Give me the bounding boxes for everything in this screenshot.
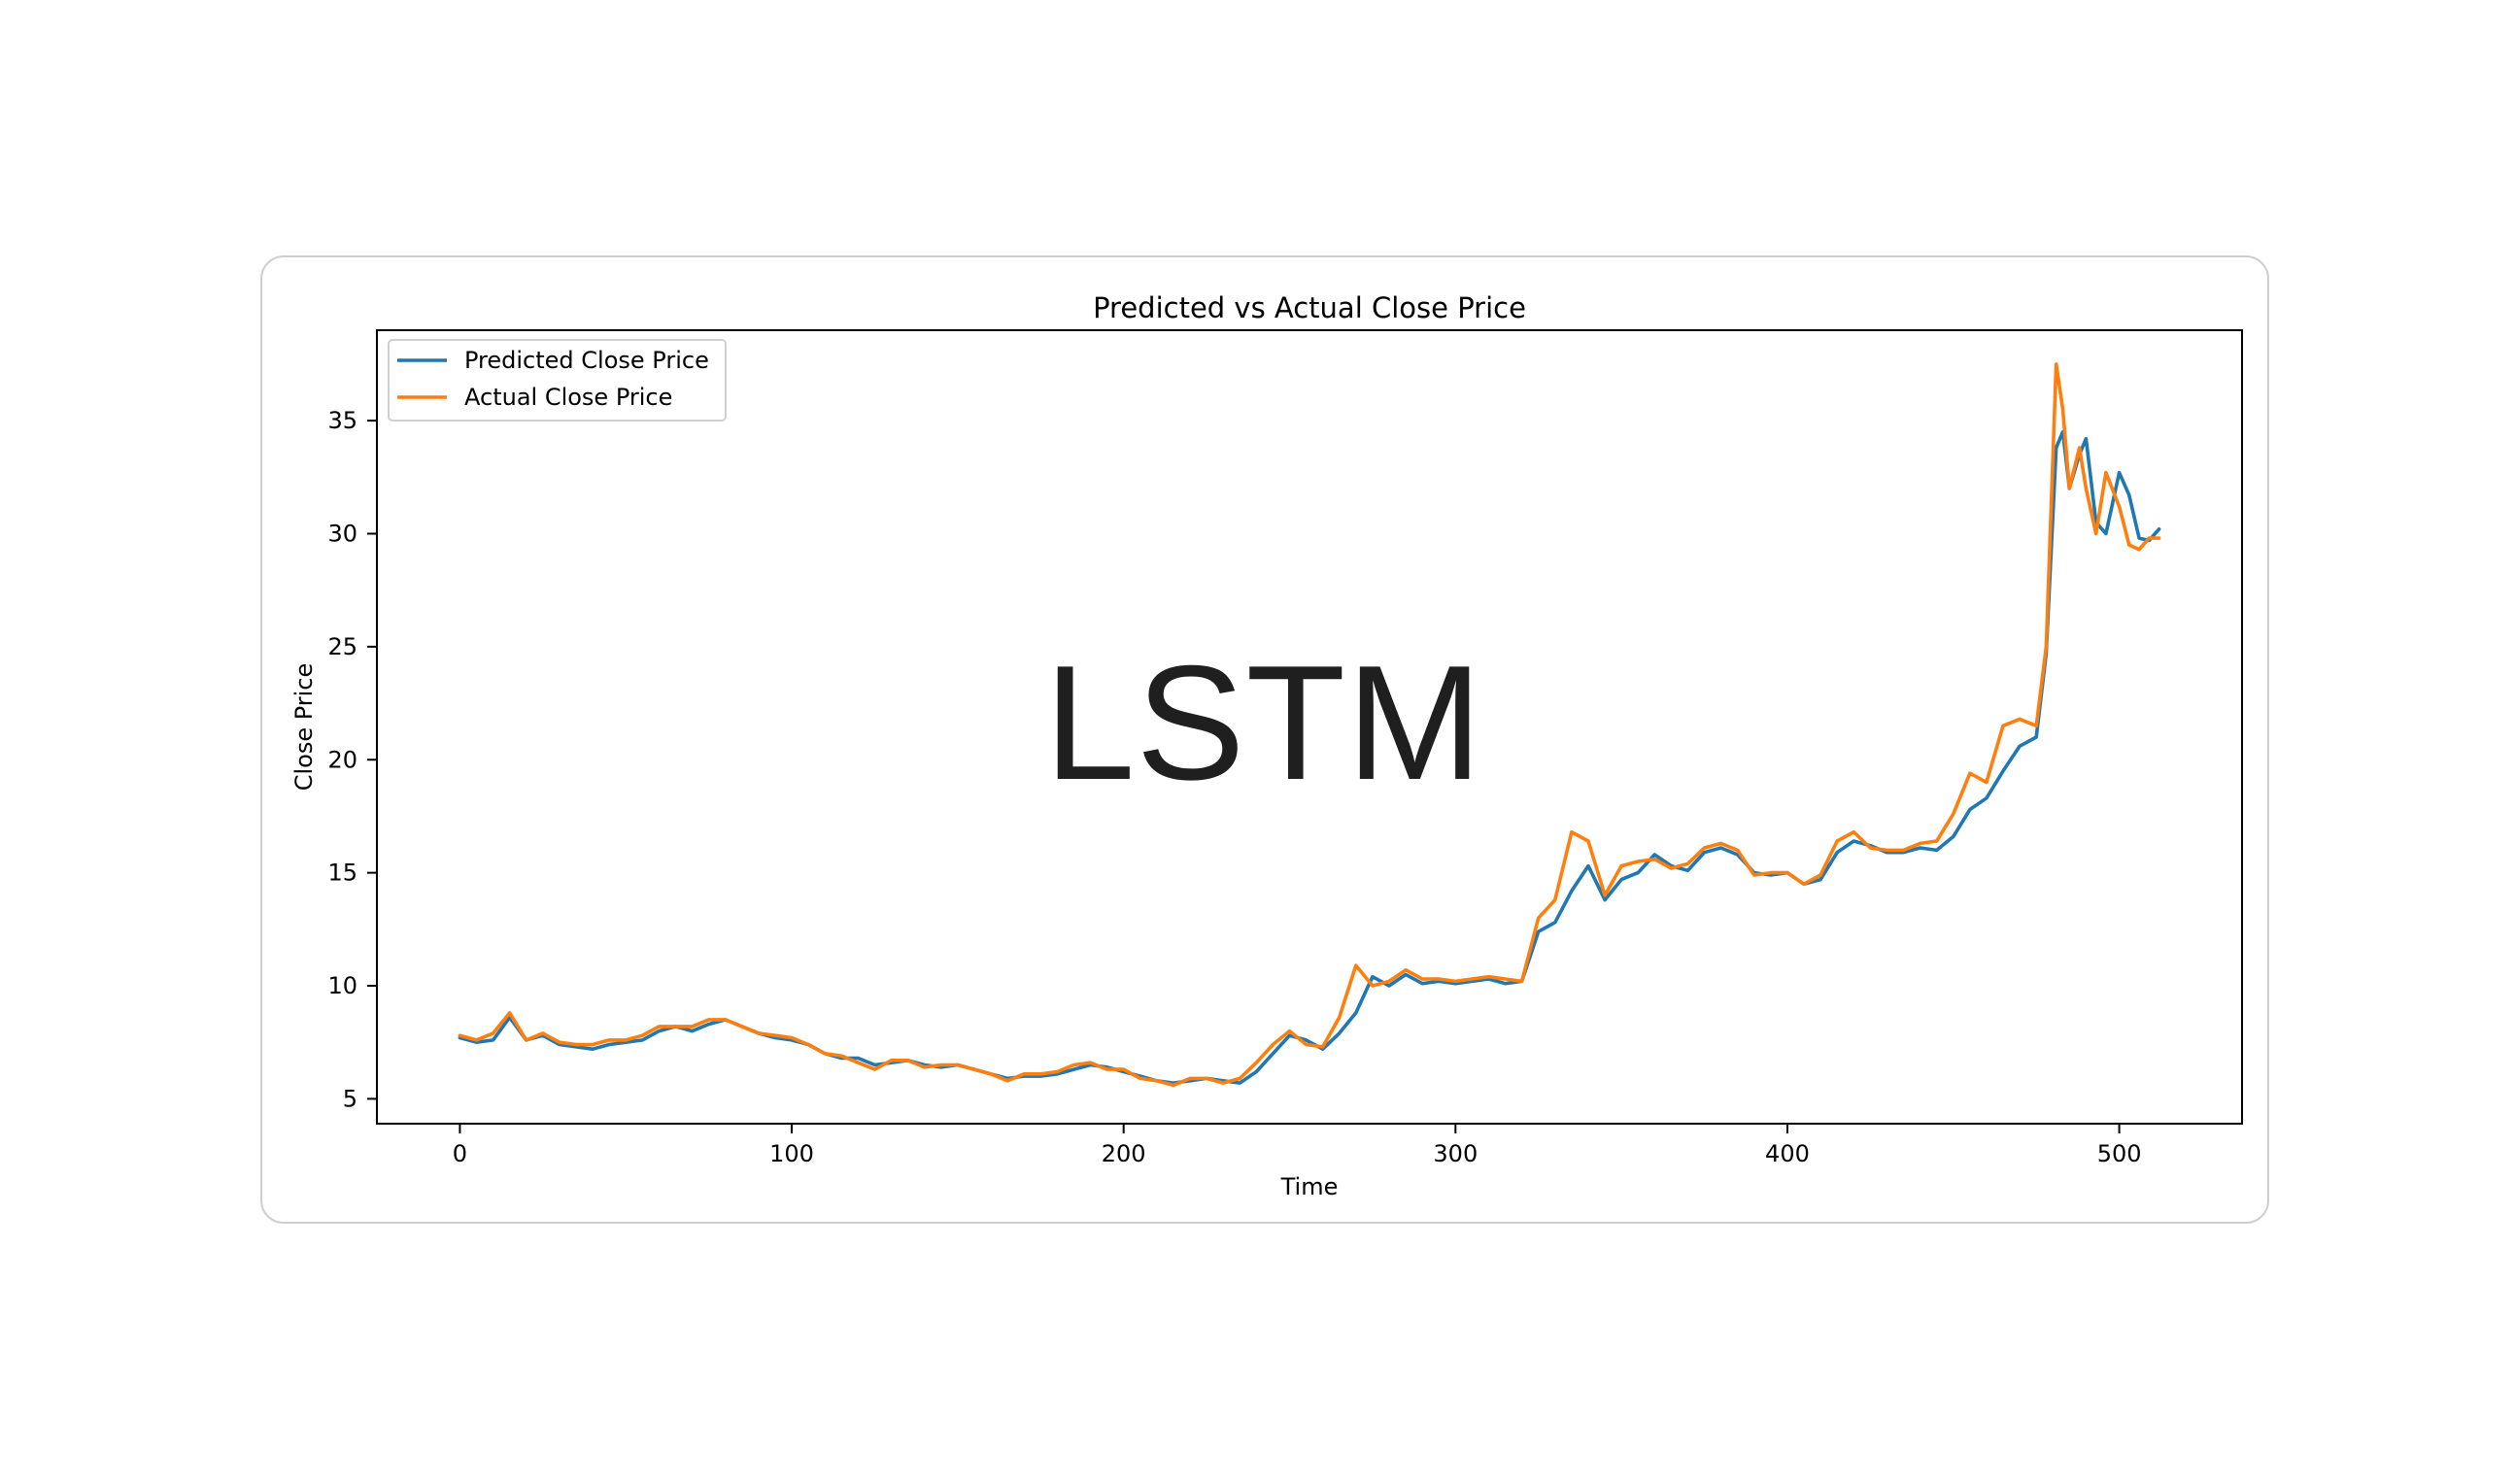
chart-title: Predicted vs Actual Close Price	[1093, 291, 1526, 324]
y-tick-label: 20	[327, 746, 357, 773]
x-axis-label: Time	[1280, 1173, 1339, 1200]
x-tick-label: 500	[2097, 1140, 2142, 1167]
x-tick-label: 200	[1102, 1140, 1146, 1167]
y-tick-label: 5	[343, 1085, 357, 1112]
legend-label: Predicted Close Price	[464, 347, 709, 374]
series-line-actual	[458, 362, 2161, 1088]
x-tick-label: 0	[453, 1140, 467, 1167]
plot-frame	[376, 329, 2243, 1125]
y-tick-label: 15	[327, 860, 357, 887]
legend-box	[388, 339, 727, 422]
model-label: LSTM	[1044, 631, 1484, 814]
x-tick-label: 400	[1765, 1140, 1810, 1167]
legend-label: Actual Close Price	[464, 384, 672, 411]
y-tick-label: 35	[327, 407, 357, 434]
x-tick-label: 100	[769, 1140, 814, 1167]
y-tick-label: 25	[327, 633, 357, 660]
y-axis-label: Close Price	[290, 663, 318, 792]
y-tick-label: 30	[327, 520, 357, 547]
x-tick-label: 300	[1433, 1140, 1478, 1167]
y-tick-label: 10	[327, 972, 357, 999]
